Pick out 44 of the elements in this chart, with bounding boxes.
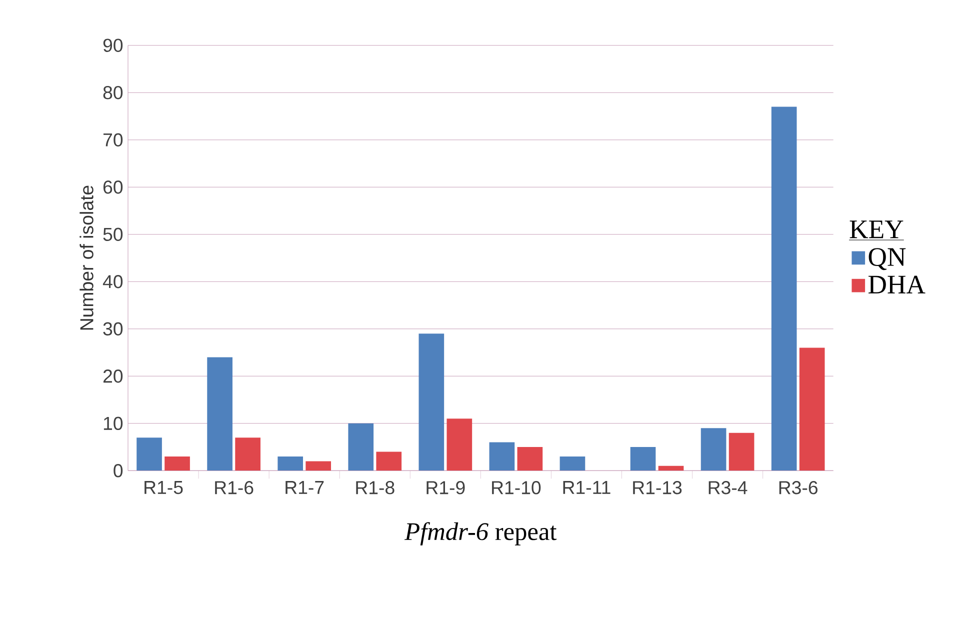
bar (517, 447, 543, 471)
bar (728, 432, 754, 471)
y-tick-label: 30 (103, 322, 123, 336)
x-tick-label: R1-11 (563, 481, 610, 494)
x-axis-title: Pfmdr-6 repeat (404, 522, 557, 546)
x-tick-label: R1-5 (144, 481, 183, 494)
bar (376, 452, 402, 471)
bar (136, 438, 162, 471)
x-tick-label: R1-7 (286, 481, 324, 494)
bar (418, 334, 444, 471)
y-tick-label: 10 (104, 416, 123, 430)
bar (658, 466, 684, 471)
y-tick-label: 40 (102, 275, 123, 288)
x-tick-label: R1-6 (215, 481, 254, 494)
legend-label: QN (868, 248, 906, 270)
y-tick-label: 80 (103, 86, 123, 100)
y-tick-label: 90 (103, 38, 123, 52)
bar (348, 423, 374, 471)
bar (489, 442, 515, 471)
x-tick-label: R1-8 (356, 481, 394, 494)
bar (446, 418, 472, 471)
bar (207, 357, 232, 471)
bar (771, 106, 797, 471)
bar (235, 438, 260, 471)
y-tick-label: 60 (103, 180, 123, 194)
y-tick-label: 0 (114, 464, 123, 478)
x-tick-label: R1-13 (633, 481, 682, 494)
legend-title: KEY (850, 220, 904, 238)
bar (630, 447, 656, 471)
bar (306, 461, 332, 471)
y-tick-label: 20 (103, 370, 123, 383)
legend-label: DHA (868, 276, 926, 294)
x-tick-label: R1-10 (492, 481, 541, 494)
bar (700, 428, 726, 471)
x-tick-label: R3-4 (708, 481, 748, 494)
y-axis-title: Number of isolate (80, 186, 94, 330)
y-tick-label: 50 (103, 228, 123, 241)
bar (560, 456, 586, 471)
bar (164, 456, 190, 471)
bar (799, 348, 825, 471)
y-tick-label: 70 (103, 133, 123, 146)
x-tick-label: R3-6 (779, 481, 818, 494)
bar (278, 456, 304, 471)
x-tick-label: R1-9 (426, 481, 465, 494)
